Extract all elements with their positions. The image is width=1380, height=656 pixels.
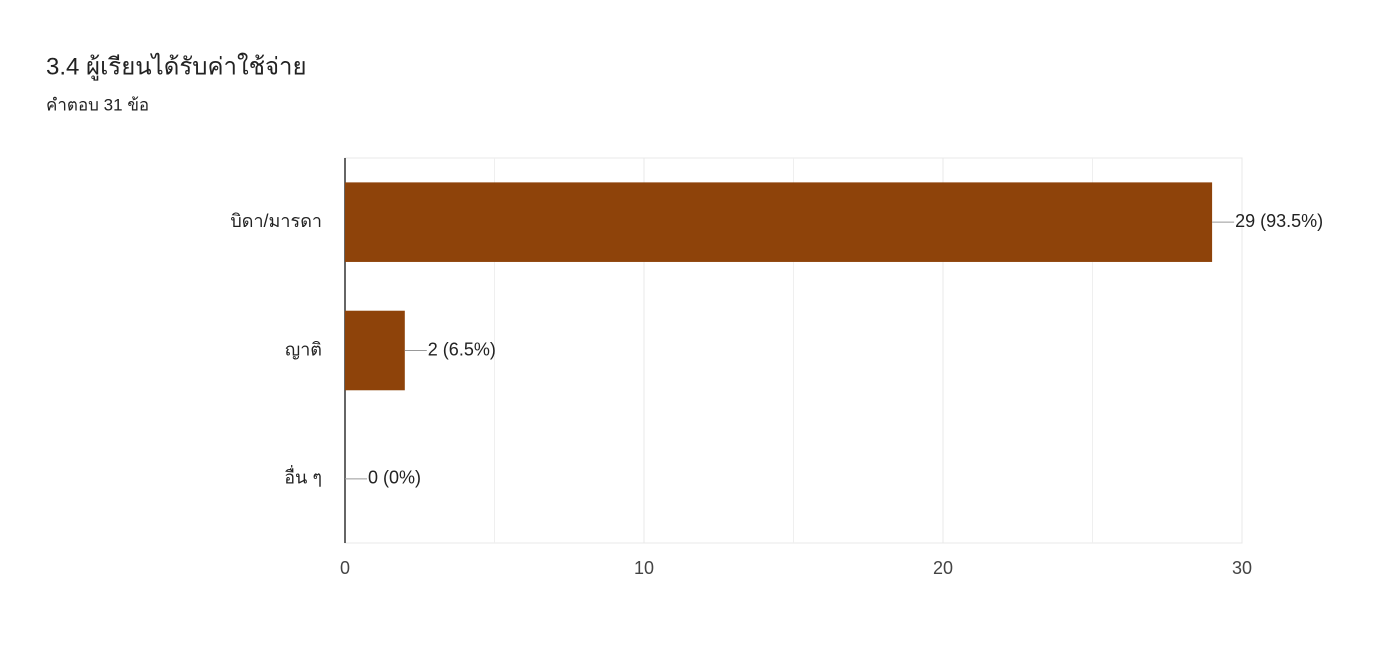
value-label: 2 (6.5%) <box>428 339 496 359</box>
chart-subtitle: คำตอบ 31 ข้อ <box>46 95 149 114</box>
bar <box>345 182 1213 262</box>
y-tick-label: ญาติ <box>285 339 322 359</box>
chart-title: 3.4 ผู้เรียนได้รับค่าใช้จ่าย <box>46 52 307 81</box>
x-tick-label: 10 <box>634 558 654 578</box>
x-tick-label: 0 <box>340 558 350 578</box>
bar <box>345 310 405 391</box>
value-label: 0 (0%) <box>368 468 421 488</box>
y-tick-label: บิดา/มารดา <box>230 211 322 231</box>
x-tick-label: 20 <box>933 558 953 578</box>
x-tick-label: 30 <box>1232 558 1252 578</box>
y-tick-label: อื่น ๆ <box>284 465 322 488</box>
value-label: 29 (93.5%) <box>1235 211 1323 231</box>
